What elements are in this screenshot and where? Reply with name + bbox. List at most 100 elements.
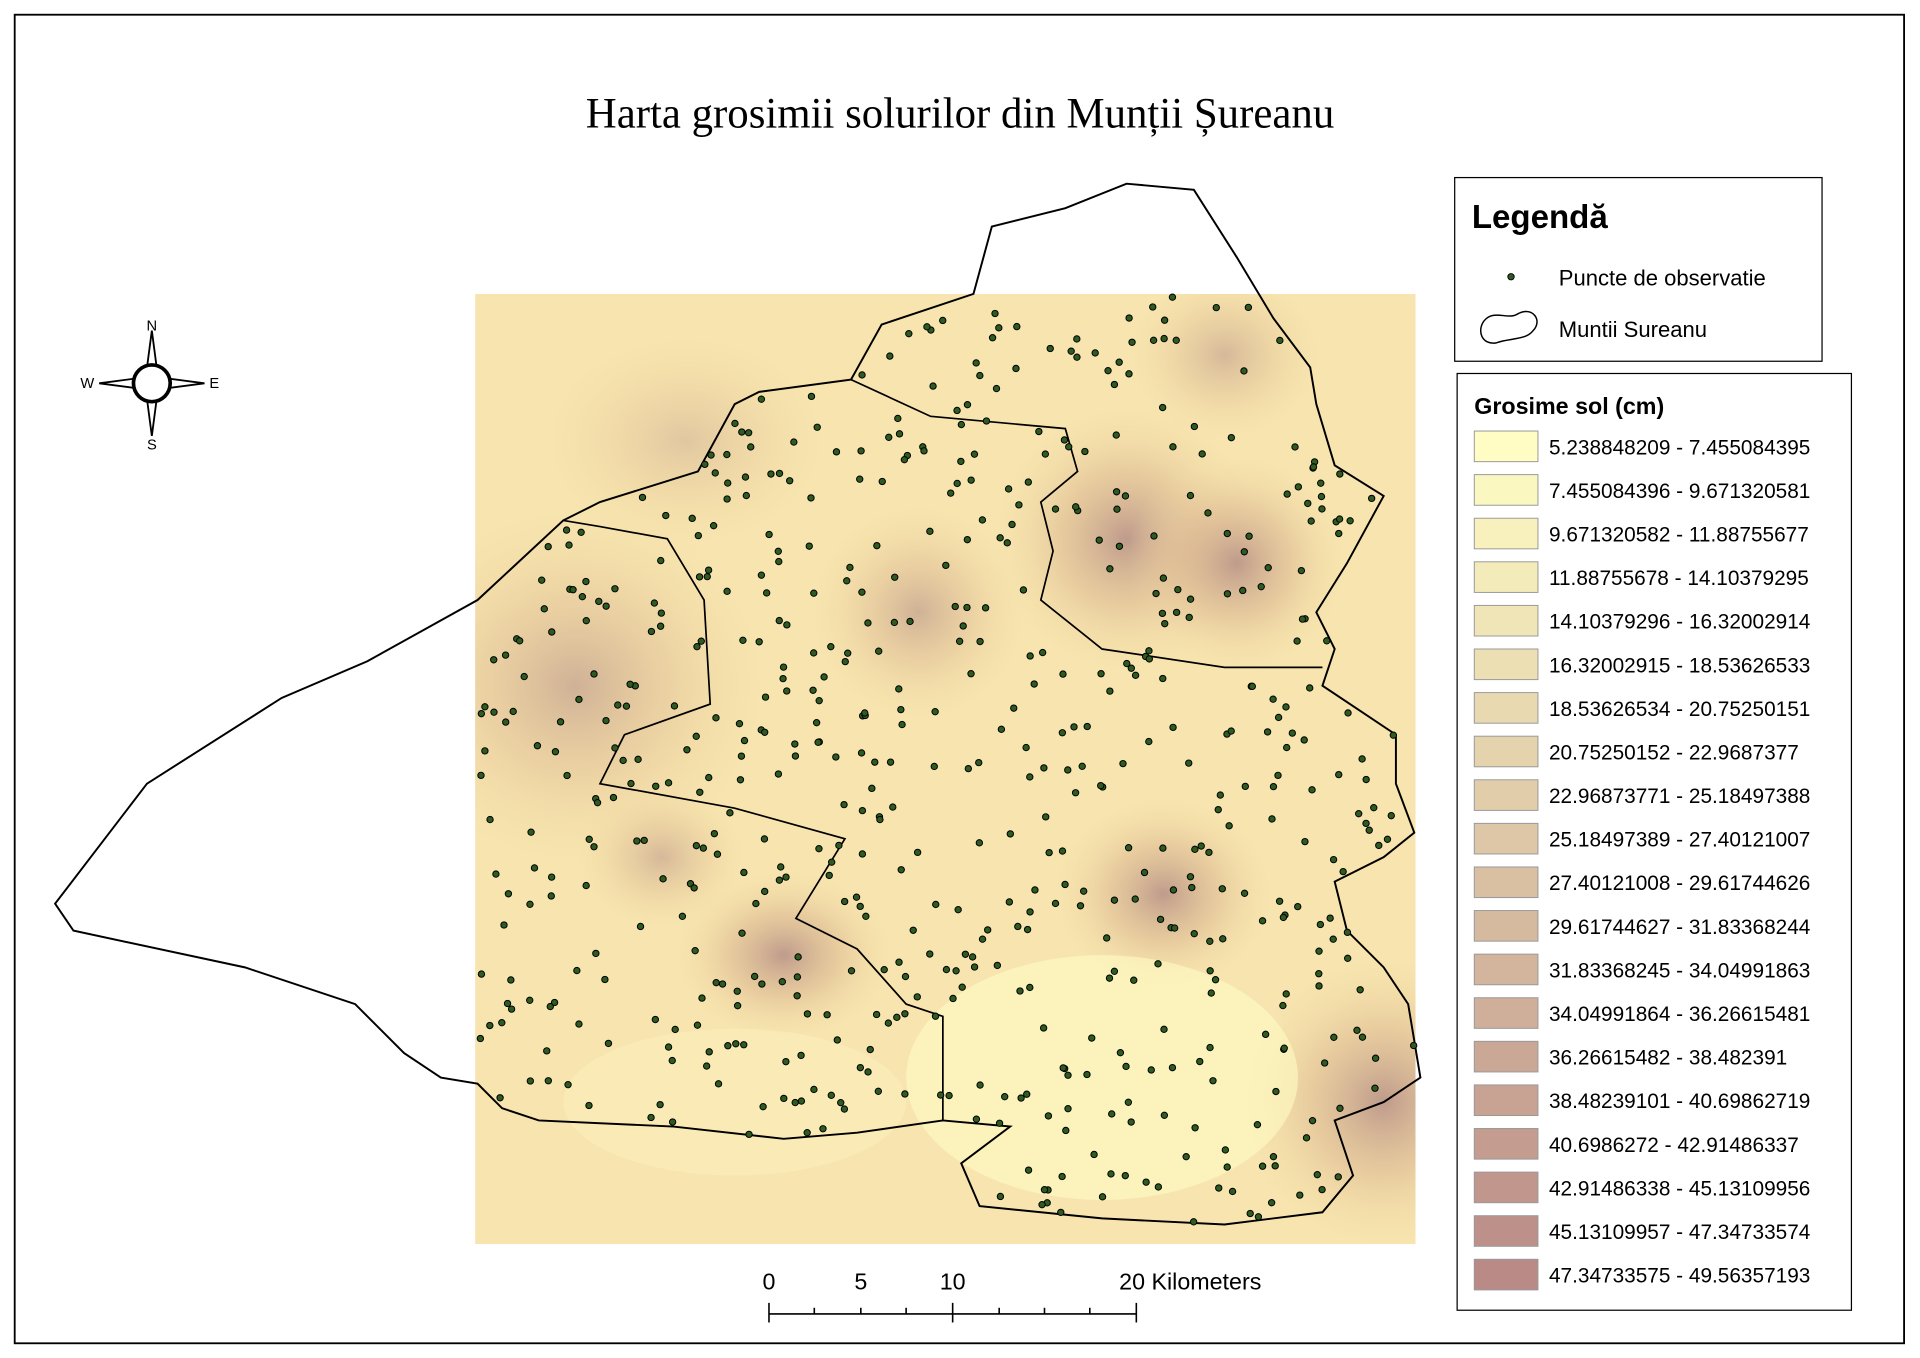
observation-point — [502, 718, 510, 726]
observation-point — [886, 352, 894, 360]
observation-point — [1098, 1193, 1107, 1201]
observation-point — [548, 628, 556, 636]
observation-point — [1149, 336, 1158, 344]
raster — [475, 293, 1416, 1245]
observation-point — [739, 636, 747, 644]
observation-point — [1040, 764, 1048, 772]
observation-point — [805, 542, 813, 550]
observation-point — [961, 950, 970, 958]
observation-point — [1335, 515, 1344, 523]
observation-point — [775, 557, 783, 566]
observation-point — [959, 622, 967, 630]
observation-point — [793, 992, 801, 1000]
observation-point — [692, 732, 700, 740]
observation-point — [538, 576, 546, 584]
observation-point — [1080, 887, 1088, 895]
observation-point — [634, 755, 642, 763]
observation-point — [786, 477, 794, 485]
observation-point — [602, 602, 610, 610]
observation-point — [738, 929, 746, 937]
observation-point — [1343, 928, 1352, 937]
observation-point — [1023, 1090, 1031, 1098]
observation-point — [1185, 759, 1193, 767]
observation-point — [952, 967, 960, 975]
observation-point — [970, 450, 979, 458]
observation-point — [1154, 1183, 1163, 1191]
observation-point — [1097, 670, 1105, 678]
observation-point — [693, 1021, 702, 1029]
observation-point — [707, 451, 715, 459]
observation-point — [885, 433, 893, 441]
observation-point — [886, 758, 895, 766]
observation-point — [872, 1010, 881, 1019]
class-label: 7.455084396 - 9.671320581 — [1549, 480, 1810, 503]
observation-point — [1059, 670, 1067, 678]
observation-point — [1318, 505, 1326, 513]
observation-point — [1223, 590, 1232, 598]
observation-point — [864, 619, 872, 627]
subregion-boundary — [563, 378, 1323, 1121]
observation-point — [543, 1047, 551, 1055]
observation-point — [1335, 529, 1343, 538]
observation-point — [1269, 1153, 1278, 1161]
observation-point — [1030, 680, 1038, 688]
observation-point — [765, 530, 773, 539]
observation-point — [1358, 1033, 1367, 1041]
observation-point — [1196, 1057, 1204, 1066]
observation-point — [750, 972, 759, 981]
observation-point — [1282, 990, 1290, 998]
observation-point — [1158, 609, 1167, 618]
observation-point — [662, 511, 670, 520]
observation-point — [1127, 664, 1135, 672]
observation-point — [1072, 503, 1080, 511]
observation-point — [1160, 1025, 1168, 1033]
observation-point — [1060, 436, 1069, 444]
observation-point — [1045, 848, 1053, 857]
class-swatch — [1473, 561, 1539, 593]
observation-point — [861, 709, 869, 717]
observation-point — [704, 566, 713, 574]
observation-point — [1296, 1191, 1304, 1199]
observation-point — [803, 1129, 811, 1137]
observation-point — [951, 602, 959, 611]
observation-point — [1113, 505, 1121, 513]
observation-point — [1370, 804, 1378, 812]
observation-point — [551, 748, 560, 756]
observation-point — [1044, 1112, 1053, 1120]
observation-point — [978, 516, 987, 524]
observation-point — [1057, 1208, 1065, 1217]
observation-point — [1115, 358, 1123, 366]
observation-point — [862, 912, 870, 920]
observation-point — [592, 949, 600, 958]
observation-point — [963, 535, 972, 544]
observation-point — [897, 866, 905, 874]
observation-point — [782, 873, 790, 881]
observation-point — [1127, 1118, 1135, 1126]
observation-point — [1035, 427, 1043, 436]
map-title: Harta grosimii solurilor din Munții Șure… — [586, 90, 1335, 137]
observation-point — [664, 779, 673, 787]
observation-point — [1362, 775, 1370, 784]
observation-point — [569, 586, 577, 594]
observation-point — [1124, 844, 1133, 852]
observation-point — [1371, 1084, 1379, 1092]
observation-point — [477, 771, 485, 780]
observation-point — [813, 423, 821, 431]
observation-point — [1038, 1201, 1046, 1209]
observation-point — [1172, 336, 1180, 344]
scale-label: 5 — [854, 1268, 867, 1294]
observation-point — [747, 443, 755, 451]
observation-point — [691, 947, 699, 955]
observation-point — [1010, 704, 1018, 712]
observation-point — [1387, 811, 1395, 820]
observation-point — [1191, 1124, 1199, 1132]
observation-point — [1301, 837, 1309, 846]
observation-point — [1346, 517, 1354, 525]
observation-point — [1147, 1066, 1155, 1074]
observation-point — [970, 963, 979, 971]
observation-point — [1293, 637, 1301, 645]
scale-label: 10 — [940, 1268, 966, 1294]
observation-point — [697, 637, 705, 645]
observation-point — [810, 589, 818, 597]
observation-point — [1016, 987, 1024, 995]
